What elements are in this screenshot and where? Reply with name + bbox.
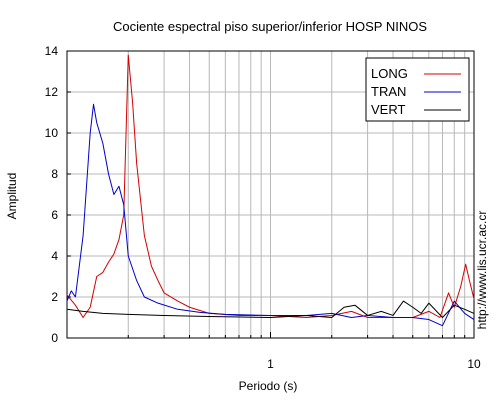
x-axis-label: Periodo (s)	[239, 379, 298, 393]
legend-layer: LONG TRAN VERT	[365, 57, 470, 122]
grid-layer	[67, 51, 474, 338]
legend-label-long: LONG	[371, 66, 408, 81]
series-line-vert	[66, 300, 475, 318]
chart-title: Cociente espectral piso superior/inferio…	[113, 19, 427, 34]
y-tick-label: 4	[51, 249, 58, 263]
watermark-text: http://www.lis.ucr.ac.cr	[475, 211, 489, 330]
y-tick-label: 6	[51, 208, 58, 222]
x-tick-label: 1	[267, 357, 274, 371]
series-line-tran	[66, 103, 475, 327]
y-axis-label: Amplitud	[5, 173, 19, 220]
y-tick-label: 12	[45, 85, 59, 99]
y-tick-label: 14	[45, 44, 59, 58]
y-tick-label: 8	[51, 167, 58, 181]
series-layer	[66, 54, 475, 327]
legend-label-vert: VERT	[371, 102, 405, 117]
x-tick-label: 10	[467, 357, 481, 371]
axis-layer: 0 2 4 6 8 10 12 14 1 10	[45, 44, 481, 371]
series-line-long	[66, 54, 475, 318]
y-tick-label: 2	[51, 290, 58, 304]
y-tick-label: 0	[51, 331, 58, 345]
y-tick-label: 10	[45, 126, 59, 140]
legend-label-tran: TRAN	[371, 84, 406, 99]
